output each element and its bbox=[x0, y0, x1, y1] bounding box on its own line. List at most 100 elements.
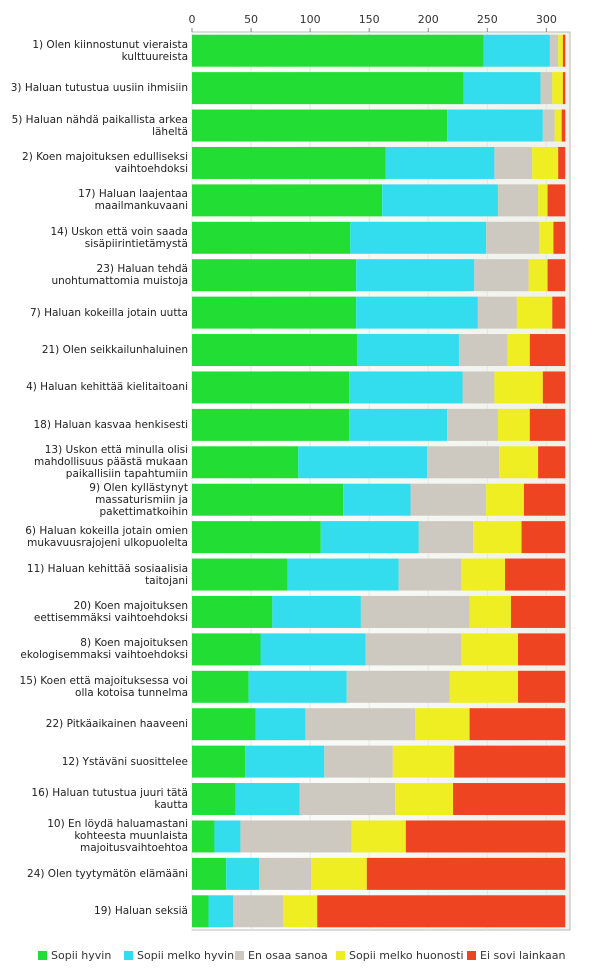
bar-segment bbox=[320, 521, 419, 554]
bar-segment bbox=[523, 483, 566, 516]
category-label: 21) Olen seikkailunhaluinen bbox=[41, 344, 188, 357]
legend-label: Sopii hyvin bbox=[51, 949, 111, 962]
bar-segment bbox=[529, 334, 566, 367]
bar-segment bbox=[192, 446, 299, 479]
bar-segment bbox=[529, 408, 566, 441]
bar-segment bbox=[458, 334, 508, 367]
bar-segment bbox=[497, 184, 539, 217]
bar-segment bbox=[357, 334, 459, 367]
bar-segment bbox=[192, 334, 358, 367]
category-label: 5) Haluan nähdä paikallista arkea lähelt… bbox=[11, 113, 188, 138]
bar-segment bbox=[540, 72, 553, 105]
bar-segment bbox=[558, 34, 563, 67]
bar-segment bbox=[553, 221, 566, 254]
legend-swatch bbox=[124, 951, 133, 960]
bar-segment bbox=[510, 595, 566, 628]
bar-segment bbox=[505, 558, 566, 591]
bar-segment bbox=[516, 296, 553, 329]
bar-segment bbox=[365, 633, 462, 666]
x-tick-label: 300 bbox=[536, 13, 557, 26]
bar-segment bbox=[350, 221, 487, 254]
bar-segment bbox=[192, 595, 273, 628]
bar-segment bbox=[395, 783, 454, 816]
bar-segment bbox=[528, 259, 548, 292]
bar-segment bbox=[192, 521, 321, 554]
bar-segment bbox=[233, 895, 283, 928]
bar-segment bbox=[474, 259, 529, 292]
bar-segment bbox=[538, 446, 566, 479]
legend-label: Ei sovi lainkaan bbox=[480, 949, 566, 962]
bar-segment bbox=[192, 221, 351, 254]
x-tick-label: 150 bbox=[359, 13, 380, 26]
bar-segment bbox=[192, 633, 261, 666]
bar-segment bbox=[554, 109, 562, 142]
bar-segment bbox=[477, 296, 517, 329]
category-label: 24) Olen tyytymätön elämääni bbox=[27, 867, 188, 880]
x-tick-label: 250 bbox=[477, 13, 498, 26]
category-label: 15) Koen että majoituksessa voi olla kot… bbox=[19, 674, 188, 699]
legend-swatch bbox=[467, 951, 476, 960]
legend-swatch bbox=[38, 951, 47, 960]
category-label: 20) Koen majoituksen eettisemmäksi vaiht… bbox=[33, 599, 188, 624]
bar-segment bbox=[494, 371, 543, 404]
bar-segment bbox=[272, 595, 361, 628]
bar-segment bbox=[305, 708, 416, 741]
category-label: 4) Haluan kehittää kielitaitoani bbox=[26, 381, 188, 394]
bar-segment bbox=[192, 296, 357, 329]
bar-segment bbox=[507, 334, 530, 367]
bar-segment bbox=[538, 184, 548, 217]
category-label: 6) Haluan kokeilla jotain omien mukavuus… bbox=[25, 525, 188, 550]
bar-segment bbox=[549, 34, 559, 67]
bar-segment bbox=[469, 595, 511, 628]
bar-segment bbox=[192, 34, 484, 67]
category-label: 10) En löydä haluamastani kohteesta muun… bbox=[47, 818, 188, 855]
category-label: 16) Haluan tutustua juuri tätä kautta bbox=[31, 787, 188, 812]
bar-segment bbox=[462, 371, 495, 404]
bar-segment bbox=[248, 670, 347, 703]
bar-segment bbox=[518, 633, 566, 666]
bar-segment bbox=[356, 296, 478, 329]
bar-segment bbox=[562, 34, 566, 67]
bar-segment bbox=[324, 745, 393, 778]
bar-segment bbox=[415, 708, 470, 741]
bar-segment bbox=[240, 820, 352, 853]
bar-segment bbox=[351, 820, 406, 853]
bar-segment bbox=[385, 146, 495, 179]
bar-segment bbox=[542, 109, 555, 142]
bar-segment bbox=[453, 783, 566, 816]
bar-segment bbox=[521, 521, 566, 554]
bar-segment bbox=[405, 820, 566, 853]
bar-segment bbox=[360, 595, 470, 628]
bar-segment bbox=[192, 371, 350, 404]
bar-segment bbox=[518, 670, 566, 703]
category-label: 18) Haluan kasvaa henkisesti bbox=[33, 418, 188, 431]
category-label: 3) Haluan tutustua uusiin ihmisiin bbox=[10, 82, 188, 95]
category-label: 13) Uskon että minulla olisi mahdollisuu… bbox=[34, 444, 188, 481]
bar-segment bbox=[311, 857, 367, 890]
bar-segment bbox=[483, 34, 550, 67]
bar-segment bbox=[473, 521, 522, 554]
bar-segment bbox=[447, 109, 543, 142]
bar-segment bbox=[255, 708, 306, 741]
bar-segment bbox=[497, 408, 530, 441]
legend-label: En osaa sanoa bbox=[248, 949, 328, 962]
category-label: 12) Ystäväni suosittelee bbox=[61, 755, 188, 768]
legend-label: Sopii melko hyvin bbox=[137, 949, 234, 962]
x-tick-label: 200 bbox=[418, 13, 439, 26]
bar-segment bbox=[410, 483, 487, 516]
bar-segment bbox=[208, 895, 234, 928]
legend-swatch bbox=[235, 951, 244, 960]
category-label: 14) Uskon että voin saada sisäpiirintiet… bbox=[50, 225, 188, 250]
bar-segment bbox=[192, 483, 344, 516]
bar-segment bbox=[539, 221, 554, 254]
bar-segment bbox=[192, 745, 246, 778]
bar-segment bbox=[192, 184, 383, 217]
bar-segment bbox=[192, 857, 227, 890]
bar-segment bbox=[192, 558, 288, 591]
category-label: 17) Haluan laajentaa maailmankuvaani bbox=[78, 188, 188, 213]
bar-segment bbox=[392, 745, 455, 778]
bar-segment bbox=[192, 109, 448, 142]
bar-segment bbox=[398, 558, 462, 591]
bar-segment bbox=[454, 745, 566, 778]
